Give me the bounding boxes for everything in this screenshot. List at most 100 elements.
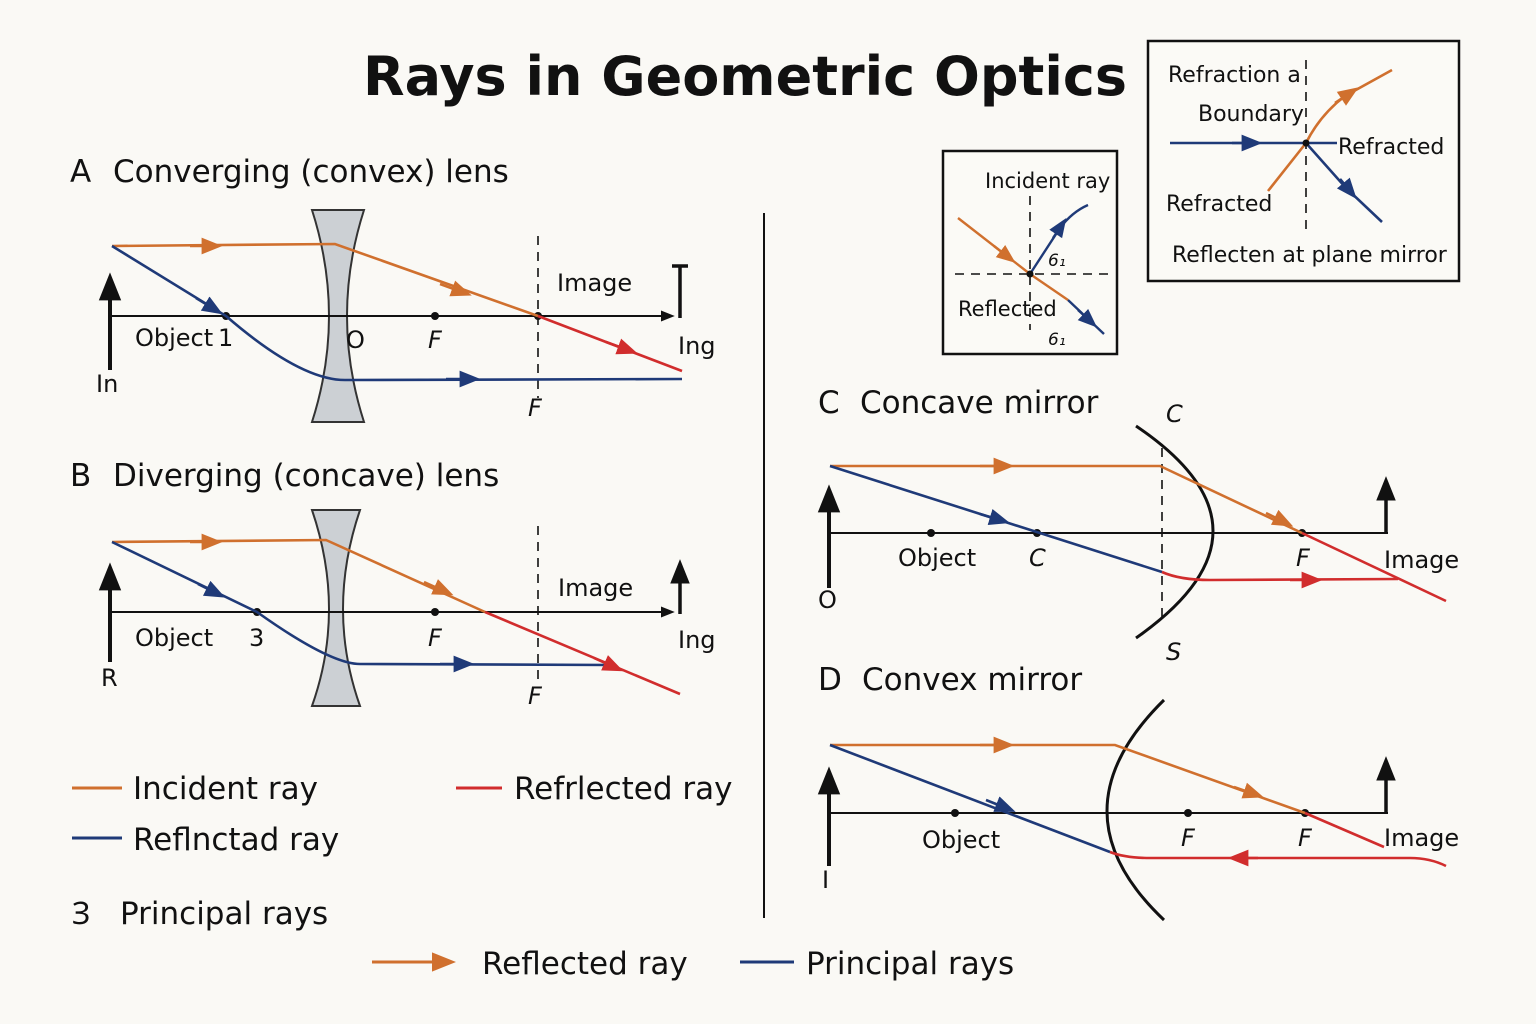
legend-principal-label: Principal rays bbox=[120, 896, 328, 932]
inset-refraction-line2: Boundary bbox=[1198, 102, 1304, 127]
inset-refraction-left-label: Refracted bbox=[1166, 192, 1272, 217]
inset-reflection-incident-label: Incident ray bbox=[985, 169, 1110, 193]
panel-a-focal-point bbox=[431, 312, 439, 320]
panel-b-lens bbox=[310, 509, 362, 707]
inset-reflection-angle-top: 6₁ bbox=[1048, 251, 1066, 271]
panel-d-principal-ray bbox=[829, 743, 1111, 854]
panel-b-focal-right-label: F bbox=[528, 682, 543, 710]
panel-b-image-label: Image bbox=[558, 574, 633, 602]
legend-reflected-label: Refrlected ray bbox=[514, 771, 732, 807]
panel-c-return-ray bbox=[1161, 570, 1399, 582]
inset-refraction: Refraction a Boundary Refracted Refracte… bbox=[1146, 39, 1461, 283]
panel-b-arrow-2 bbox=[423, 579, 454, 596]
panel-c-letter: C bbox=[818, 385, 840, 421]
inset-reflection-up-arrow bbox=[1049, 218, 1067, 239]
panel-b-arrow-3 bbox=[593, 655, 624, 672]
panel-d-focal-left-point bbox=[1184, 809, 1192, 817]
panel-a-point-label: 1 bbox=[218, 324, 233, 352]
legend-bottom-reflected-label: Reflected ray bbox=[482, 946, 688, 982]
panel-a-center-label: O bbox=[346, 326, 365, 354]
panel-c-focal-label: F bbox=[1296, 544, 1311, 572]
panel-a-arrow-4 bbox=[195, 296, 223, 315]
inset-reflection-incident-arrow bbox=[993, 245, 1016, 263]
panel-b-incident-ray bbox=[111, 538, 486, 614]
panel-d-object-label: Object bbox=[922, 826, 1000, 854]
panel-b-point-label: 3 bbox=[249, 624, 264, 652]
legend-incident-label: Incident ray bbox=[133, 771, 318, 807]
panel-c-image-label: Image bbox=[1384, 546, 1459, 574]
panel-a-letter: A bbox=[70, 154, 91, 190]
inset-refraction-caption: Reflecten at plane mirror bbox=[1172, 243, 1448, 268]
panel-b-focal-point bbox=[431, 608, 439, 616]
panel-b-arrow-4 bbox=[197, 580, 226, 598]
panel-c-object-label: Object bbox=[898, 544, 976, 572]
inset-reflection-lower-arrow bbox=[1077, 308, 1098, 328]
panel-b-object-label: Object bbox=[135, 624, 213, 652]
panel-c-mirror bbox=[1135, 424, 1215, 640]
legend-principal-marker: Ɜ bbox=[72, 896, 90, 932]
inset-refraction-line1: Refraction a bbox=[1168, 63, 1301, 88]
inset-reflection-reflected-label: Reflected bbox=[958, 297, 1057, 321]
inset-reflection-point bbox=[1026, 270, 1034, 278]
panel-c-reflected-ray bbox=[1301, 531, 1447, 603]
panel-a-converging-lens: A Converging (convex) lens Object 1 O F … bbox=[70, 154, 716, 423]
legend-bottom-principal-label: Principal rays bbox=[806, 946, 1014, 982]
panel-c-arrow-3 bbox=[979, 509, 1010, 525]
panel-b-refracted-ray bbox=[484, 610, 681, 696]
inset-refraction-point bbox=[1302, 139, 1310, 147]
panel-b-principal-ray bbox=[111, 540, 613, 667]
panel-d-object-point bbox=[951, 809, 959, 817]
panel-c-concave-mirror: C Concave mirror Object C F Image O C S bbox=[817, 385, 1459, 666]
panel-c-mirror-top-label: C bbox=[1166, 400, 1183, 428]
panel-a-focal-left-label: F bbox=[428, 326, 443, 354]
panel-c-object-arrow-label: O bbox=[818, 586, 837, 614]
panel-a-object-arrow-label: In bbox=[96, 370, 118, 398]
panel-b-letter: B bbox=[70, 458, 91, 494]
inset-refraction-box bbox=[1146, 39, 1461, 283]
legend: Incident ray Refrlected ray Reflnctad ra… bbox=[72, 771, 1014, 982]
inset-refraction-down-arrow bbox=[1336, 177, 1357, 199]
panel-c-center-label: C bbox=[1029, 544, 1046, 572]
inset-reflection-lower-orange bbox=[1029, 273, 1069, 301]
panel-b-image-end-label: Ing bbox=[678, 626, 716, 654]
panel-c-object-point bbox=[927, 529, 935, 537]
panel-a-image-label: Image bbox=[557, 269, 632, 297]
panel-b-heading: Diverging (concave) lens bbox=[113, 458, 499, 494]
panel-d-focal-right-label: F bbox=[1298, 824, 1313, 852]
inset-refraction-right-label: Refracted bbox=[1338, 135, 1444, 160]
panel-d-object-arrow-label: I bbox=[822, 866, 829, 894]
panel-b-object-arrow-label: R bbox=[101, 664, 118, 692]
panel-d-focal-left-label: F bbox=[1181, 824, 1196, 852]
panel-a-arrow-2 bbox=[439, 280, 472, 297]
page-title: Rays in Geometric Optics bbox=[363, 45, 1127, 108]
panel-d-mirror bbox=[1105, 698, 1166, 922]
inset-refraction-left-ray bbox=[1266, 142, 1308, 192]
panel-a-object-label: Object bbox=[135, 324, 213, 352]
panel-a-image-arrow bbox=[672, 264, 688, 318]
panel-d-arrow-2 bbox=[1233, 782, 1264, 799]
panel-d-heading: Convex mirror bbox=[862, 662, 1082, 698]
panel-a-heading: Converging (convex) lens bbox=[113, 154, 509, 190]
panel-c-heading: Concave mirror bbox=[860, 385, 1099, 421]
panel-a-principal-ray bbox=[111, 244, 683, 382]
inset-reflection: Incident ray Reflected 6₁ 6₁ bbox=[941, 149, 1119, 356]
panel-c-arrow-2 bbox=[1265, 509, 1294, 527]
panel-d-incident-ray bbox=[830, 743, 1306, 815]
panel-d-image-label: Image bbox=[1384, 824, 1459, 852]
panel-d-letter: D bbox=[818, 662, 842, 698]
panel-d-reflected-ray bbox=[1304, 811, 1385, 849]
panel-d-convex-mirror: D Convex mirror Object F F Image I bbox=[817, 662, 1459, 922]
panel-a-image-end-label: Ing bbox=[678, 332, 716, 360]
panel-d-return-ray bbox=[1109, 850, 1447, 868]
panel-c-mirror-bottom-label: S bbox=[1166, 638, 1181, 666]
panel-d-arrow-3 bbox=[985, 796, 1016, 812]
panel-a-arrow-3 bbox=[605, 338, 638, 355]
inset-refraction-up-arrow bbox=[1334, 87, 1359, 106]
legend-refracted-label: Reflnctad ray bbox=[133, 822, 339, 858]
panel-c-incident-ray bbox=[830, 464, 1303, 535]
panel-b-diverging-lens: B Diverging (concave) lens Object 3 F F … bbox=[70, 458, 716, 710]
panel-b-focal-left-label: F bbox=[428, 624, 443, 652]
inset-reflection-angle-bottom: 6₁ bbox=[1048, 330, 1066, 350]
panel-a-focal-right-label: F bbox=[528, 394, 543, 422]
